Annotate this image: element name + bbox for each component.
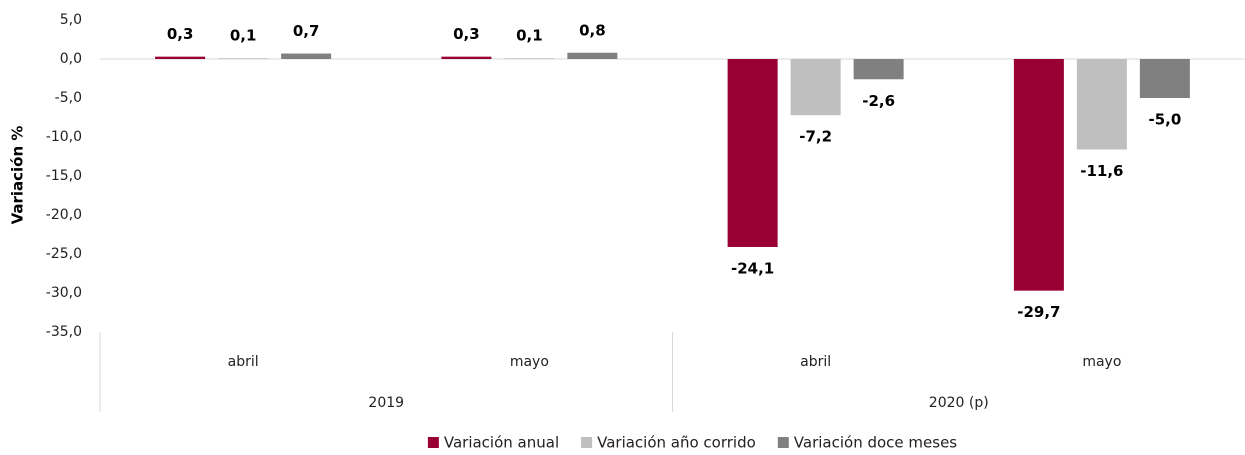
data-label: 0,3 — [453, 25, 480, 43]
bar — [853, 59, 904, 80]
legend-label: Variación año corrido — [597, 434, 756, 452]
data-label: 0,7 — [293, 22, 320, 40]
legend-swatch — [427, 437, 439, 448]
x-tick-label: abril — [228, 354, 259, 370]
data-label: -11,6 — [1080, 162, 1123, 180]
y-tick-label: -5,0 — [55, 90, 82, 106]
bar — [790, 59, 841, 116]
bar — [504, 58, 555, 59]
y-tick-label: -35,0 — [46, 324, 82, 340]
data-label: -2,6 — [862, 92, 895, 110]
data-label: -29,7 — [1017, 303, 1060, 321]
bar — [155, 56, 206, 59]
bar — [1139, 59, 1190, 98]
legend-swatch — [777, 437, 789, 448]
x-tick-label: abril — [800, 354, 831, 370]
y-tick-label: -20,0 — [46, 207, 82, 223]
y-tick-label: 0,0 — [60, 51, 82, 67]
x-tick-label: mayo — [510, 354, 549, 370]
data-label: -5,0 — [1148, 111, 1181, 129]
data-label: 0,8 — [579, 21, 606, 39]
x-tick-label: mayo — [1082, 354, 1121, 370]
y-tick-label: 5,0 — [60, 12, 82, 28]
group-label: 2019 — [368, 395, 404, 411]
y-tick-label: -25,0 — [46, 246, 82, 262]
bar — [441, 56, 492, 59]
y-axis-title: Variación % — [9, 126, 27, 225]
data-label: 0,3 — [167, 25, 194, 43]
group-label: 2020 (p) — [929, 395, 989, 411]
bar — [567, 52, 618, 59]
legend-swatch — [581, 437, 593, 448]
legend-label: Variación anual — [444, 434, 559, 452]
data-label: 0,1 — [516, 27, 543, 45]
data-label: -7,2 — [799, 128, 832, 146]
bar — [1013, 59, 1064, 291]
bar — [218, 58, 269, 59]
y-tick-label: -10,0 — [46, 129, 82, 145]
data-label: -24,1 — [731, 259, 774, 277]
bar — [281, 53, 332, 59]
data-label: 0,1 — [230, 27, 257, 45]
legend-label: Variación doce meses — [794, 434, 958, 452]
y-tick-label: -30,0 — [46, 285, 82, 301]
bar — [1076, 59, 1127, 150]
bar — [727, 59, 778, 247]
y-tick-label: -15,0 — [46, 168, 82, 184]
